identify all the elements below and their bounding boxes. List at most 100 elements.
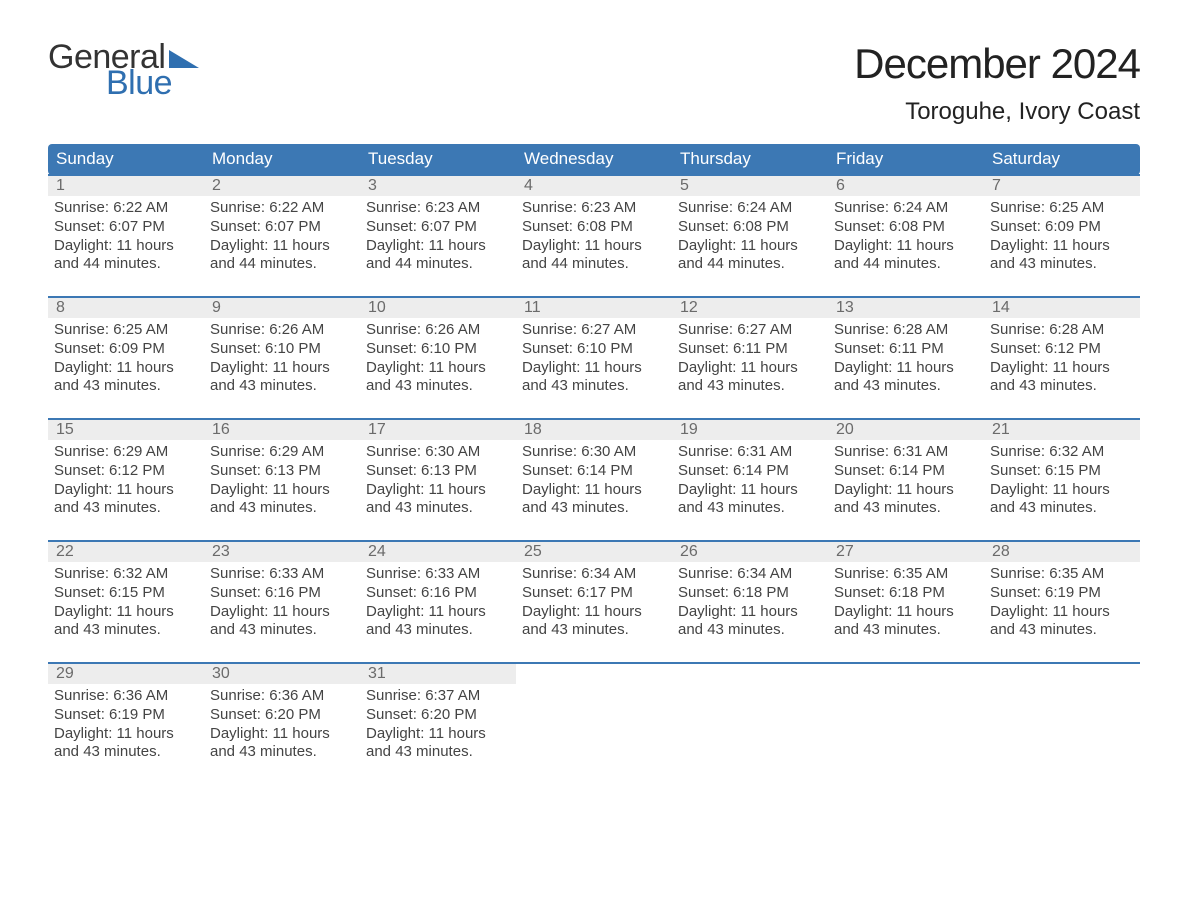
day-number: 14 (984, 297, 1140, 318)
day-sr: Sunrise: 6:25 AM (990, 199, 1134, 218)
day-dl1: Daylight: 11 hours (54, 481, 198, 500)
day-ss: Sunset: 6:11 PM (834, 340, 978, 359)
day-cell: Sunrise: 6:28 AMSunset: 6:12 PMDaylight:… (984, 318, 1140, 419)
day-ss: Sunset: 6:07 PM (210, 218, 354, 237)
col-sunday: Sunday (48, 144, 204, 175)
day-dl2: and 44 minutes. (834, 255, 978, 274)
day-ss: Sunset: 6:07 PM (366, 218, 510, 237)
day-number: 6 (828, 175, 984, 196)
day-dl1: Daylight: 11 hours (366, 603, 510, 622)
day-cell: Sunrise: 6:30 AMSunset: 6:14 PMDaylight:… (516, 440, 672, 541)
day-sr: Sunrise: 6:33 AM (210, 565, 354, 584)
day-ss: Sunset: 6:11 PM (678, 340, 822, 359)
day-ss: Sunset: 6:19 PM (990, 584, 1134, 603)
day-sr: Sunrise: 6:24 AM (678, 199, 822, 218)
day-cell: Sunrise: 6:25 AMSunset: 6:09 PMDaylight:… (984, 196, 1140, 297)
day-ss: Sunset: 6:08 PM (522, 218, 666, 237)
day-cell: Sunrise: 6:22 AMSunset: 6:07 PMDaylight:… (204, 196, 360, 297)
day-dl1: Daylight: 11 hours (678, 237, 822, 256)
day-ss: Sunset: 6:19 PM (54, 706, 198, 725)
day-ss: Sunset: 6:18 PM (678, 584, 822, 603)
day-sr: Sunrise: 6:35 AM (990, 565, 1134, 584)
day-number: 1 (48, 175, 204, 196)
day-dl1: Daylight: 11 hours (522, 359, 666, 378)
title-block: December 2024 Toroguhe, Ivory Coast (854, 40, 1140, 126)
day-number (984, 663, 1140, 684)
col-friday: Friday (828, 144, 984, 175)
day-ss: Sunset: 6:13 PM (210, 462, 354, 481)
day-ss: Sunset: 6:14 PM (678, 462, 822, 481)
day-sr: Sunrise: 6:31 AM (834, 443, 978, 462)
day-dl1: Daylight: 11 hours (678, 359, 822, 378)
day-dl1: Daylight: 11 hours (834, 603, 978, 622)
day-number: 8 (48, 297, 204, 318)
day-number: 9 (204, 297, 360, 318)
day-ss: Sunset: 6:16 PM (366, 584, 510, 603)
day-number: 12 (672, 297, 828, 318)
day-sr: Sunrise: 6:26 AM (366, 321, 510, 340)
day-cell: Sunrise: 6:32 AMSunset: 6:15 PMDaylight:… (984, 440, 1140, 541)
col-thursday: Thursday (672, 144, 828, 175)
day-sr: Sunrise: 6:32 AM (990, 443, 1134, 462)
day-cell (672, 684, 828, 784)
day-dl1: Daylight: 11 hours (54, 725, 198, 744)
day-dl2: and 43 minutes. (366, 377, 510, 396)
day-ss: Sunset: 6:07 PM (54, 218, 198, 237)
day-cell: Sunrise: 6:26 AMSunset: 6:10 PMDaylight:… (204, 318, 360, 419)
day-dl1: Daylight: 11 hours (210, 603, 354, 622)
day-number: 30 (204, 663, 360, 684)
day-sr: Sunrise: 6:22 AM (210, 199, 354, 218)
day-dl2: and 43 minutes. (522, 377, 666, 396)
day-cell: Sunrise: 6:27 AMSunset: 6:11 PMDaylight:… (672, 318, 828, 419)
day-sr: Sunrise: 6:36 AM (210, 687, 354, 706)
day-dl1: Daylight: 11 hours (522, 481, 666, 500)
day-dl1: Daylight: 11 hours (366, 481, 510, 500)
day-cell: Sunrise: 6:36 AMSunset: 6:20 PMDaylight:… (204, 684, 360, 784)
col-saturday: Saturday (984, 144, 1140, 175)
day-number: 22 (48, 541, 204, 562)
location-subtitle: Toroguhe, Ivory Coast (854, 98, 1140, 126)
day-number: 11 (516, 297, 672, 318)
day-dl2: and 43 minutes. (522, 499, 666, 518)
logo-text-blue: Blue (106, 66, 199, 100)
day-dl2: and 43 minutes. (990, 255, 1134, 274)
calendar-table: Sunday Monday Tuesday Wednesday Thursday… (48, 144, 1140, 784)
day-sr: Sunrise: 6:31 AM (678, 443, 822, 462)
day-ss: Sunset: 6:10 PM (366, 340, 510, 359)
day-cell: Sunrise: 6:27 AMSunset: 6:10 PMDaylight:… (516, 318, 672, 419)
day-header-row: Sunday Monday Tuesday Wednesday Thursday… (48, 144, 1140, 175)
day-ss: Sunset: 6:16 PM (210, 584, 354, 603)
day-dl1: Daylight: 11 hours (678, 481, 822, 500)
day-dl1: Daylight: 11 hours (366, 237, 510, 256)
day-dl1: Daylight: 11 hours (990, 359, 1134, 378)
day-sr: Sunrise: 6:37 AM (366, 687, 510, 706)
day-dl2: and 43 minutes. (834, 377, 978, 396)
day-dl1: Daylight: 11 hours (210, 237, 354, 256)
day-ss: Sunset: 6:15 PM (990, 462, 1134, 481)
day-number: 20 (828, 419, 984, 440)
week-3-bodies: Sunrise: 6:29 AMSunset: 6:12 PMDaylight:… (48, 440, 1140, 541)
week-1-bodies: Sunrise: 6:22 AMSunset: 6:07 PMDaylight:… (48, 196, 1140, 297)
day-cell: Sunrise: 6:22 AMSunset: 6:07 PMDaylight:… (48, 196, 204, 297)
day-dl1: Daylight: 11 hours (366, 725, 510, 744)
day-dl2: and 43 minutes. (54, 743, 198, 762)
day-number: 17 (360, 419, 516, 440)
day-ss: Sunset: 6:09 PM (54, 340, 198, 359)
day-dl1: Daylight: 11 hours (990, 603, 1134, 622)
day-number: 28 (984, 541, 1140, 562)
day-dl1: Daylight: 11 hours (678, 603, 822, 622)
day-dl1: Daylight: 11 hours (834, 237, 978, 256)
day-cell: Sunrise: 6:37 AMSunset: 6:20 PMDaylight:… (360, 684, 516, 784)
col-tuesday: Tuesday (360, 144, 516, 175)
day-dl2: and 43 minutes. (210, 499, 354, 518)
day-cell: Sunrise: 6:34 AMSunset: 6:17 PMDaylight:… (516, 562, 672, 663)
day-number: 29 (48, 663, 204, 684)
day-number: 21 (984, 419, 1140, 440)
day-dl1: Daylight: 11 hours (834, 359, 978, 378)
day-dl2: and 43 minutes. (990, 499, 1134, 518)
day-sr: Sunrise: 6:23 AM (366, 199, 510, 218)
day-dl1: Daylight: 11 hours (990, 237, 1134, 256)
logo: General Blue (48, 40, 199, 100)
day-number: 31 (360, 663, 516, 684)
day-number: 16 (204, 419, 360, 440)
